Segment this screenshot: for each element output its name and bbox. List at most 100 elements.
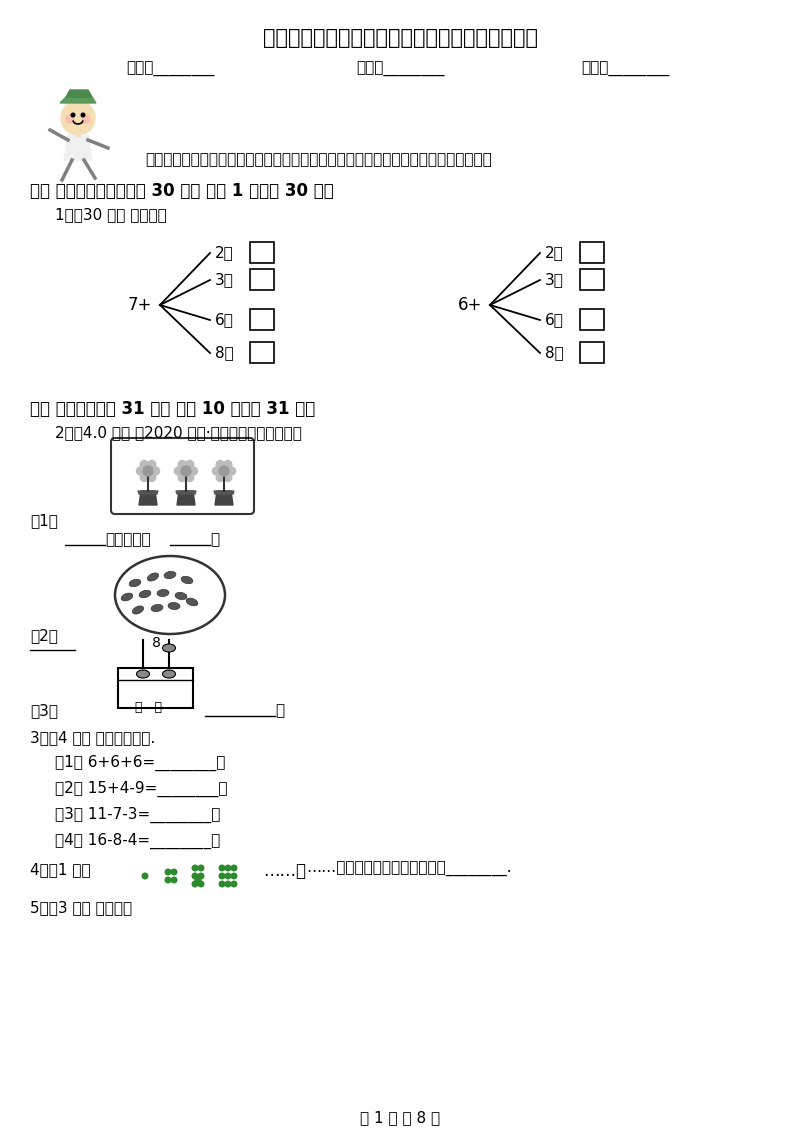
Ellipse shape	[137, 670, 150, 678]
Text: 8＝: 8＝	[215, 345, 234, 360]
Circle shape	[137, 468, 145, 475]
Bar	[580, 269, 604, 290]
Circle shape	[198, 865, 204, 871]
Circle shape	[165, 869, 171, 875]
Circle shape	[231, 873, 237, 878]
Circle shape	[61, 101, 95, 135]
Text: 6＝: 6＝	[215, 312, 234, 327]
Circle shape	[198, 881, 204, 886]
Text: ……，: ……，	[263, 861, 306, 880]
Circle shape	[186, 461, 194, 469]
Circle shape	[140, 461, 148, 469]
Ellipse shape	[115, 556, 225, 634]
Polygon shape	[66, 91, 92, 97]
Circle shape	[231, 881, 237, 886]
Text: （2）: （2）	[30, 628, 58, 643]
Circle shape	[140, 473, 148, 481]
Text: ……，第五个点阵中点的个数是________.: ……，第五个点阵中点的个数是________.	[306, 861, 512, 877]
Ellipse shape	[157, 590, 169, 597]
Circle shape	[165, 877, 171, 883]
Circle shape	[216, 461, 224, 469]
Polygon shape	[176, 491, 196, 494]
Polygon shape	[214, 491, 234, 494]
Circle shape	[213, 468, 221, 475]
Circle shape	[198, 873, 204, 878]
Ellipse shape	[151, 604, 163, 611]
Bar	[118, 668, 193, 708]
Text: 小朋友，带上你一段时间的学习成果，一起来做个自我检测吧，相信你一定是最棒的！: 小朋友，带上你一段时间的学习成果，一起来做个自我检测吧，相信你一定是最棒的！	[145, 152, 492, 168]
Circle shape	[171, 877, 177, 883]
Circle shape	[227, 468, 235, 475]
Circle shape	[231, 865, 237, 871]
Circle shape	[192, 865, 198, 871]
Text: 盆花，一共: 盆花，一共	[105, 532, 150, 547]
Ellipse shape	[168, 602, 180, 609]
Text: 班级：________: 班级：________	[356, 62, 444, 77]
Ellipse shape	[186, 598, 198, 606]
Text: 3＝: 3＝	[545, 273, 564, 288]
Circle shape	[171, 869, 177, 875]
Text: 1．（30 分） 算一算。: 1．（30 分） 算一算。	[55, 207, 166, 222]
Ellipse shape	[162, 670, 175, 678]
Text: 6＝: 6＝	[545, 312, 564, 327]
Bar	[580, 242, 604, 263]
Text: 3．（4 分） 直接写出结果.: 3．（4 分） 直接写出结果.	[30, 730, 155, 745]
Ellipse shape	[175, 592, 187, 600]
Circle shape	[192, 873, 198, 878]
Circle shape	[219, 466, 229, 475]
Circle shape	[71, 113, 75, 117]
Polygon shape	[177, 491, 195, 505]
Circle shape	[224, 461, 232, 469]
Circle shape	[219, 865, 225, 871]
Ellipse shape	[181, 576, 193, 584]
Ellipse shape	[139, 590, 151, 598]
Bar	[580, 342, 604, 363]
Bar	[580, 309, 604, 331]
Circle shape	[186, 473, 194, 481]
Circle shape	[143, 466, 153, 475]
Text: （4） 16-8-4=________；: （4） 16-8-4=________；	[55, 833, 220, 849]
Text: 2＝: 2＝	[545, 246, 564, 260]
Polygon shape	[139, 491, 157, 505]
Circle shape	[148, 473, 156, 481]
Circle shape	[195, 877, 201, 883]
Polygon shape	[60, 97, 96, 103]
Bar	[250, 309, 274, 331]
Circle shape	[178, 473, 186, 481]
Text: 第 1 页 共 8 页: 第 1 页 共 8 页	[360, 1110, 440, 1125]
Ellipse shape	[147, 573, 158, 581]
Text: 7+: 7+	[128, 295, 152, 314]
Polygon shape	[138, 491, 158, 494]
Polygon shape	[64, 135, 92, 160]
Text: 2＝: 2＝	[215, 246, 234, 260]
Text: ；: ；	[275, 703, 284, 718]
FancyBboxPatch shape	[111, 438, 254, 514]
Text: 十   个: 十 个	[135, 701, 162, 714]
Circle shape	[142, 873, 148, 878]
Ellipse shape	[132, 606, 144, 614]
Text: 5．（3 分） 算一算。: 5．（3 分） 算一算。	[30, 900, 132, 915]
Text: 广西壮族自治区一年级上学期数学期末试卷（二）: 广西壮族自治区一年级上学期数学期末试卷（二）	[262, 28, 538, 48]
Circle shape	[226, 865, 231, 871]
Bar	[250, 342, 274, 363]
Circle shape	[219, 881, 225, 886]
Circle shape	[148, 461, 156, 469]
Text: 一、 直接写出得数。（共 30 分） （共 1 题；共 30 分）: 一、 直接写出得数。（共 30 分） （共 1 题；共 30 分）	[30, 182, 334, 200]
Circle shape	[82, 115, 90, 123]
Circle shape	[190, 468, 198, 475]
Circle shape	[226, 881, 231, 886]
Text: （1） 6+6+6=________；: （1） 6+6+6=________；	[55, 755, 226, 771]
Circle shape	[66, 115, 74, 123]
Text: （3） 11-7-3=________；: （3） 11-7-3=________；	[55, 807, 220, 823]
Text: 2．（4.0 分） （2020 一上·尖草坪期末）看图写数: 2．（4.0 分） （2020 一上·尖草坪期末）看图写数	[55, 424, 302, 440]
Circle shape	[216, 473, 224, 481]
Text: 成绩：________: 成绩：________	[581, 62, 669, 77]
Text: 6+: 6+	[458, 295, 482, 314]
Ellipse shape	[129, 580, 141, 586]
Bar	[250, 269, 274, 290]
Circle shape	[219, 873, 225, 878]
Text: （3）: （3）	[30, 703, 58, 718]
Circle shape	[151, 468, 159, 475]
Ellipse shape	[162, 644, 175, 652]
Text: （2） 15+4-9=________；: （2） 15+4-9=________；	[55, 781, 227, 797]
